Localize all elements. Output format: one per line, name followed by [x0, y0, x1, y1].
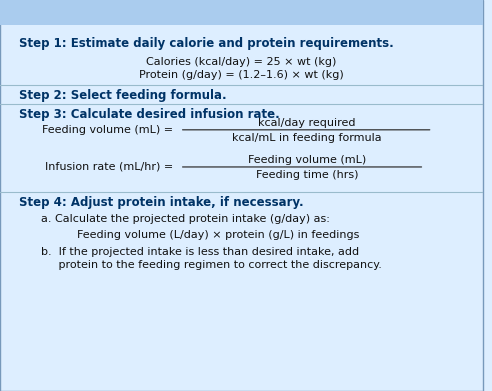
FancyBboxPatch shape	[0, 0, 483, 25]
Text: Step 3: Calculate desired infusion rate.: Step 3: Calculate desired infusion rate.	[19, 108, 280, 121]
Text: a. Calculate the projected protein intake (g/day) as:: a. Calculate the projected protein intak…	[41, 214, 330, 224]
Text: kcal/mL in feeding formula: kcal/mL in feeding formula	[232, 133, 382, 143]
Text: Step 4: Adjust protein intake, if necessary.: Step 4: Adjust protein intake, if necess…	[19, 196, 304, 209]
Text: Feeding volume (mL): Feeding volume (mL)	[248, 155, 366, 165]
Text: kcal/day required: kcal/day required	[258, 118, 356, 128]
Text: Calories (kcal/day) = 25 × wt (kg): Calories (kcal/day) = 25 × wt (kg)	[147, 57, 337, 68]
Text: Step 1: Estimate daily calorie and protein requirements.: Step 1: Estimate daily calorie and prote…	[19, 37, 394, 50]
Text: Feeding volume (L/day) × protein (g/L) in feedings: Feeding volume (L/day) × protein (g/L) i…	[77, 230, 360, 240]
Text: Feeding time (hrs): Feeding time (hrs)	[256, 170, 358, 180]
Text: Step 2: Select feeding formula.: Step 2: Select feeding formula.	[19, 89, 227, 102]
Text: protein to the feeding regimen to correct the discrepancy.: protein to the feeding regimen to correc…	[41, 260, 382, 270]
Text: Infusion rate (mL/hr) =: Infusion rate (mL/hr) =	[45, 162, 177, 172]
Text: Protein (g/day) = (1.2–1.6) × wt (kg): Protein (g/day) = (1.2–1.6) × wt (kg)	[139, 70, 344, 81]
Text: b.  If the projected intake is less than desired intake, add: b. If the projected intake is less than …	[41, 247, 359, 257]
Text: Feeding volume (mL) =: Feeding volume (mL) =	[42, 125, 177, 135]
